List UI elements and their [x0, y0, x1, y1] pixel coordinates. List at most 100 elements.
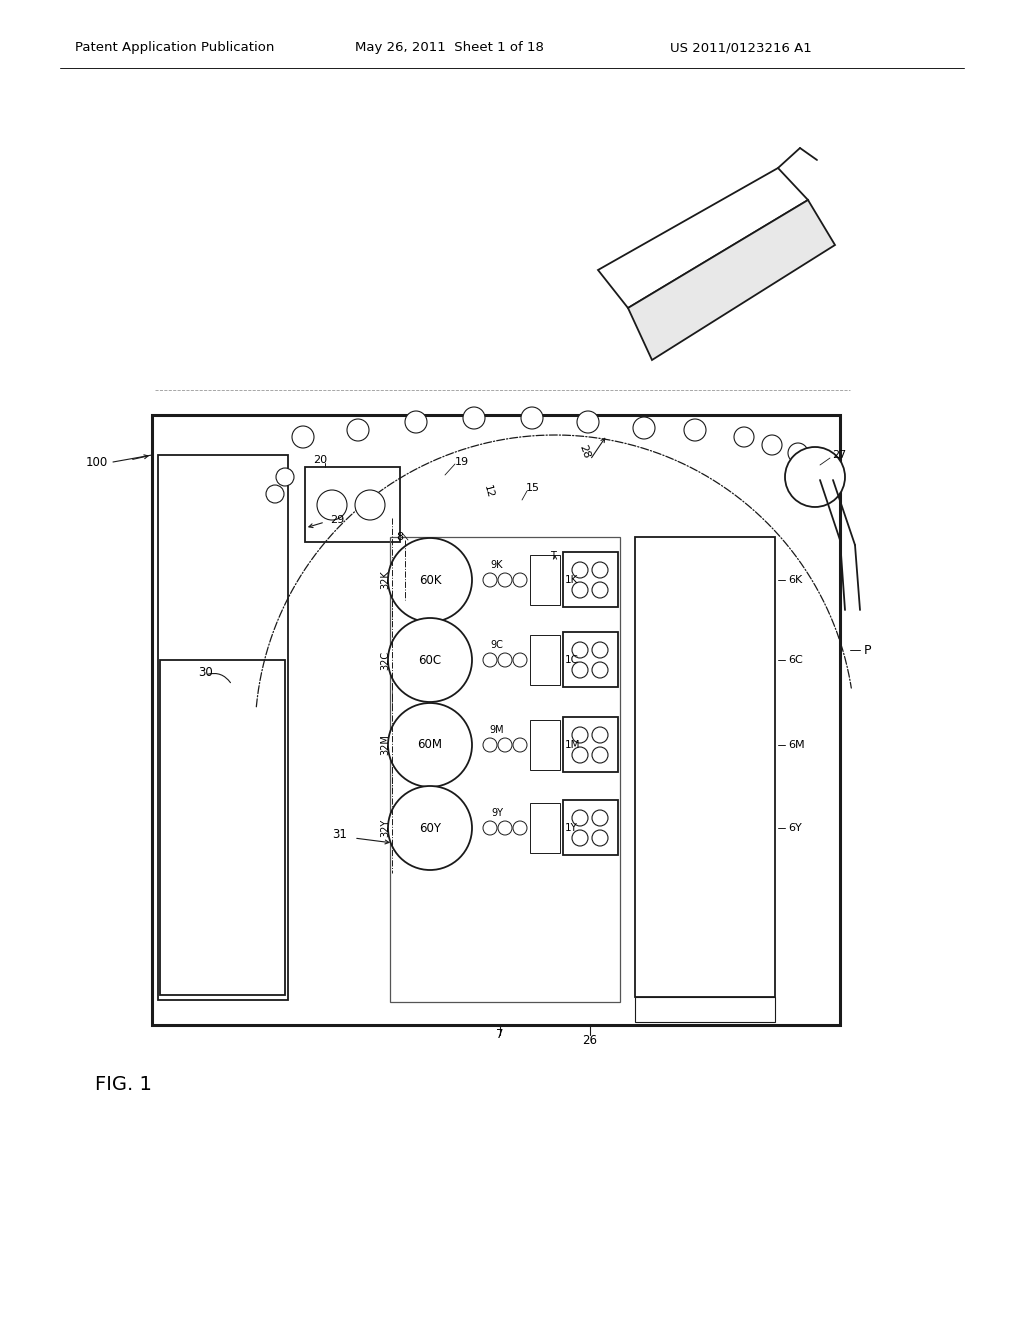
Circle shape: [572, 663, 588, 678]
Circle shape: [785, 447, 845, 507]
Text: 32M: 32M: [380, 734, 390, 755]
Circle shape: [592, 663, 608, 678]
Text: 15: 15: [526, 483, 540, 492]
Bar: [305, 467, 400, 543]
Text: 32C: 32C: [380, 651, 390, 669]
Circle shape: [572, 642, 588, 657]
Text: Patent Application Publication: Patent Application Publication: [75, 41, 274, 54]
Circle shape: [513, 821, 527, 836]
Text: 26: 26: [583, 1034, 597, 1047]
Text: May 26, 2011  Sheet 1 of 18: May 26, 2011 Sheet 1 of 18: [355, 41, 544, 54]
Text: 29: 29: [330, 515, 344, 525]
Text: 60Y: 60Y: [419, 821, 441, 834]
Circle shape: [463, 407, 485, 429]
Bar: [563, 717, 618, 772]
Text: 6M: 6M: [788, 741, 805, 750]
Text: 9Y: 9Y: [490, 808, 503, 818]
Bar: [530, 803, 560, 853]
Bar: [530, 554, 560, 605]
Circle shape: [498, 653, 512, 667]
Circle shape: [483, 653, 497, 667]
Circle shape: [572, 810, 588, 826]
Circle shape: [572, 727, 588, 743]
Bar: [563, 800, 618, 855]
Bar: [158, 455, 288, 1001]
Circle shape: [572, 582, 588, 598]
Bar: [563, 632, 618, 686]
Bar: [635, 537, 775, 997]
Circle shape: [684, 418, 706, 441]
Text: 6C: 6C: [788, 655, 803, 665]
Text: 60C: 60C: [419, 653, 441, 667]
Circle shape: [406, 411, 427, 433]
Circle shape: [347, 418, 369, 441]
Circle shape: [317, 490, 347, 520]
Bar: [152, 414, 840, 1026]
Text: 31: 31: [332, 829, 347, 842]
Circle shape: [483, 821, 497, 836]
Circle shape: [388, 618, 472, 702]
Circle shape: [572, 562, 588, 578]
Circle shape: [592, 747, 608, 763]
Circle shape: [592, 727, 608, 743]
Text: 1K: 1K: [565, 576, 579, 585]
Circle shape: [355, 490, 385, 520]
Circle shape: [483, 573, 497, 587]
Circle shape: [498, 821, 512, 836]
Text: 32K: 32K: [380, 570, 390, 589]
Bar: [563, 552, 618, 607]
Text: 6K: 6K: [788, 576, 802, 585]
Circle shape: [788, 444, 808, 463]
Circle shape: [388, 539, 472, 622]
Text: 32Y: 32Y: [380, 818, 390, 837]
Circle shape: [513, 738, 527, 752]
Text: 9M: 9M: [489, 725, 504, 735]
Circle shape: [734, 426, 754, 447]
Text: 7: 7: [497, 1028, 504, 1041]
Text: 9K: 9K: [490, 560, 503, 570]
Bar: [390, 537, 620, 1002]
Circle shape: [388, 704, 472, 787]
Text: 1C: 1C: [565, 655, 579, 665]
Circle shape: [276, 469, 294, 486]
Circle shape: [592, 582, 608, 598]
Circle shape: [292, 426, 314, 447]
Bar: [160, 660, 285, 995]
Text: 20: 20: [313, 455, 327, 465]
Circle shape: [498, 738, 512, 752]
Text: US 2011/0123216 A1: US 2011/0123216 A1: [670, 41, 812, 54]
Text: 60M: 60M: [418, 738, 442, 751]
Circle shape: [592, 562, 608, 578]
Text: 9C: 9C: [490, 640, 504, 649]
Text: 1M: 1M: [565, 741, 581, 750]
Circle shape: [592, 830, 608, 846]
Circle shape: [572, 830, 588, 846]
Text: 1Y: 1Y: [565, 822, 578, 833]
Text: 60K: 60K: [419, 573, 441, 586]
Circle shape: [513, 573, 527, 587]
Text: T: T: [550, 550, 556, 561]
Bar: [530, 635, 560, 685]
Circle shape: [762, 436, 782, 455]
Text: 27: 27: [831, 450, 846, 459]
Polygon shape: [628, 201, 835, 360]
Circle shape: [513, 653, 527, 667]
Circle shape: [388, 785, 472, 870]
Circle shape: [572, 747, 588, 763]
Circle shape: [521, 407, 543, 429]
Text: P: P: [864, 644, 871, 656]
Text: 100: 100: [86, 455, 108, 469]
Circle shape: [498, 573, 512, 587]
Text: 12: 12: [482, 484, 495, 500]
Text: 28: 28: [577, 444, 591, 461]
Circle shape: [633, 417, 655, 440]
Circle shape: [483, 738, 497, 752]
Circle shape: [592, 642, 608, 657]
Text: 30: 30: [198, 665, 213, 678]
Text: 19: 19: [455, 457, 469, 467]
Bar: [635, 997, 775, 1022]
Circle shape: [592, 810, 608, 826]
Text: 6Y: 6Y: [788, 822, 802, 833]
Bar: [530, 719, 560, 770]
Text: FIG. 1: FIG. 1: [95, 1076, 152, 1094]
